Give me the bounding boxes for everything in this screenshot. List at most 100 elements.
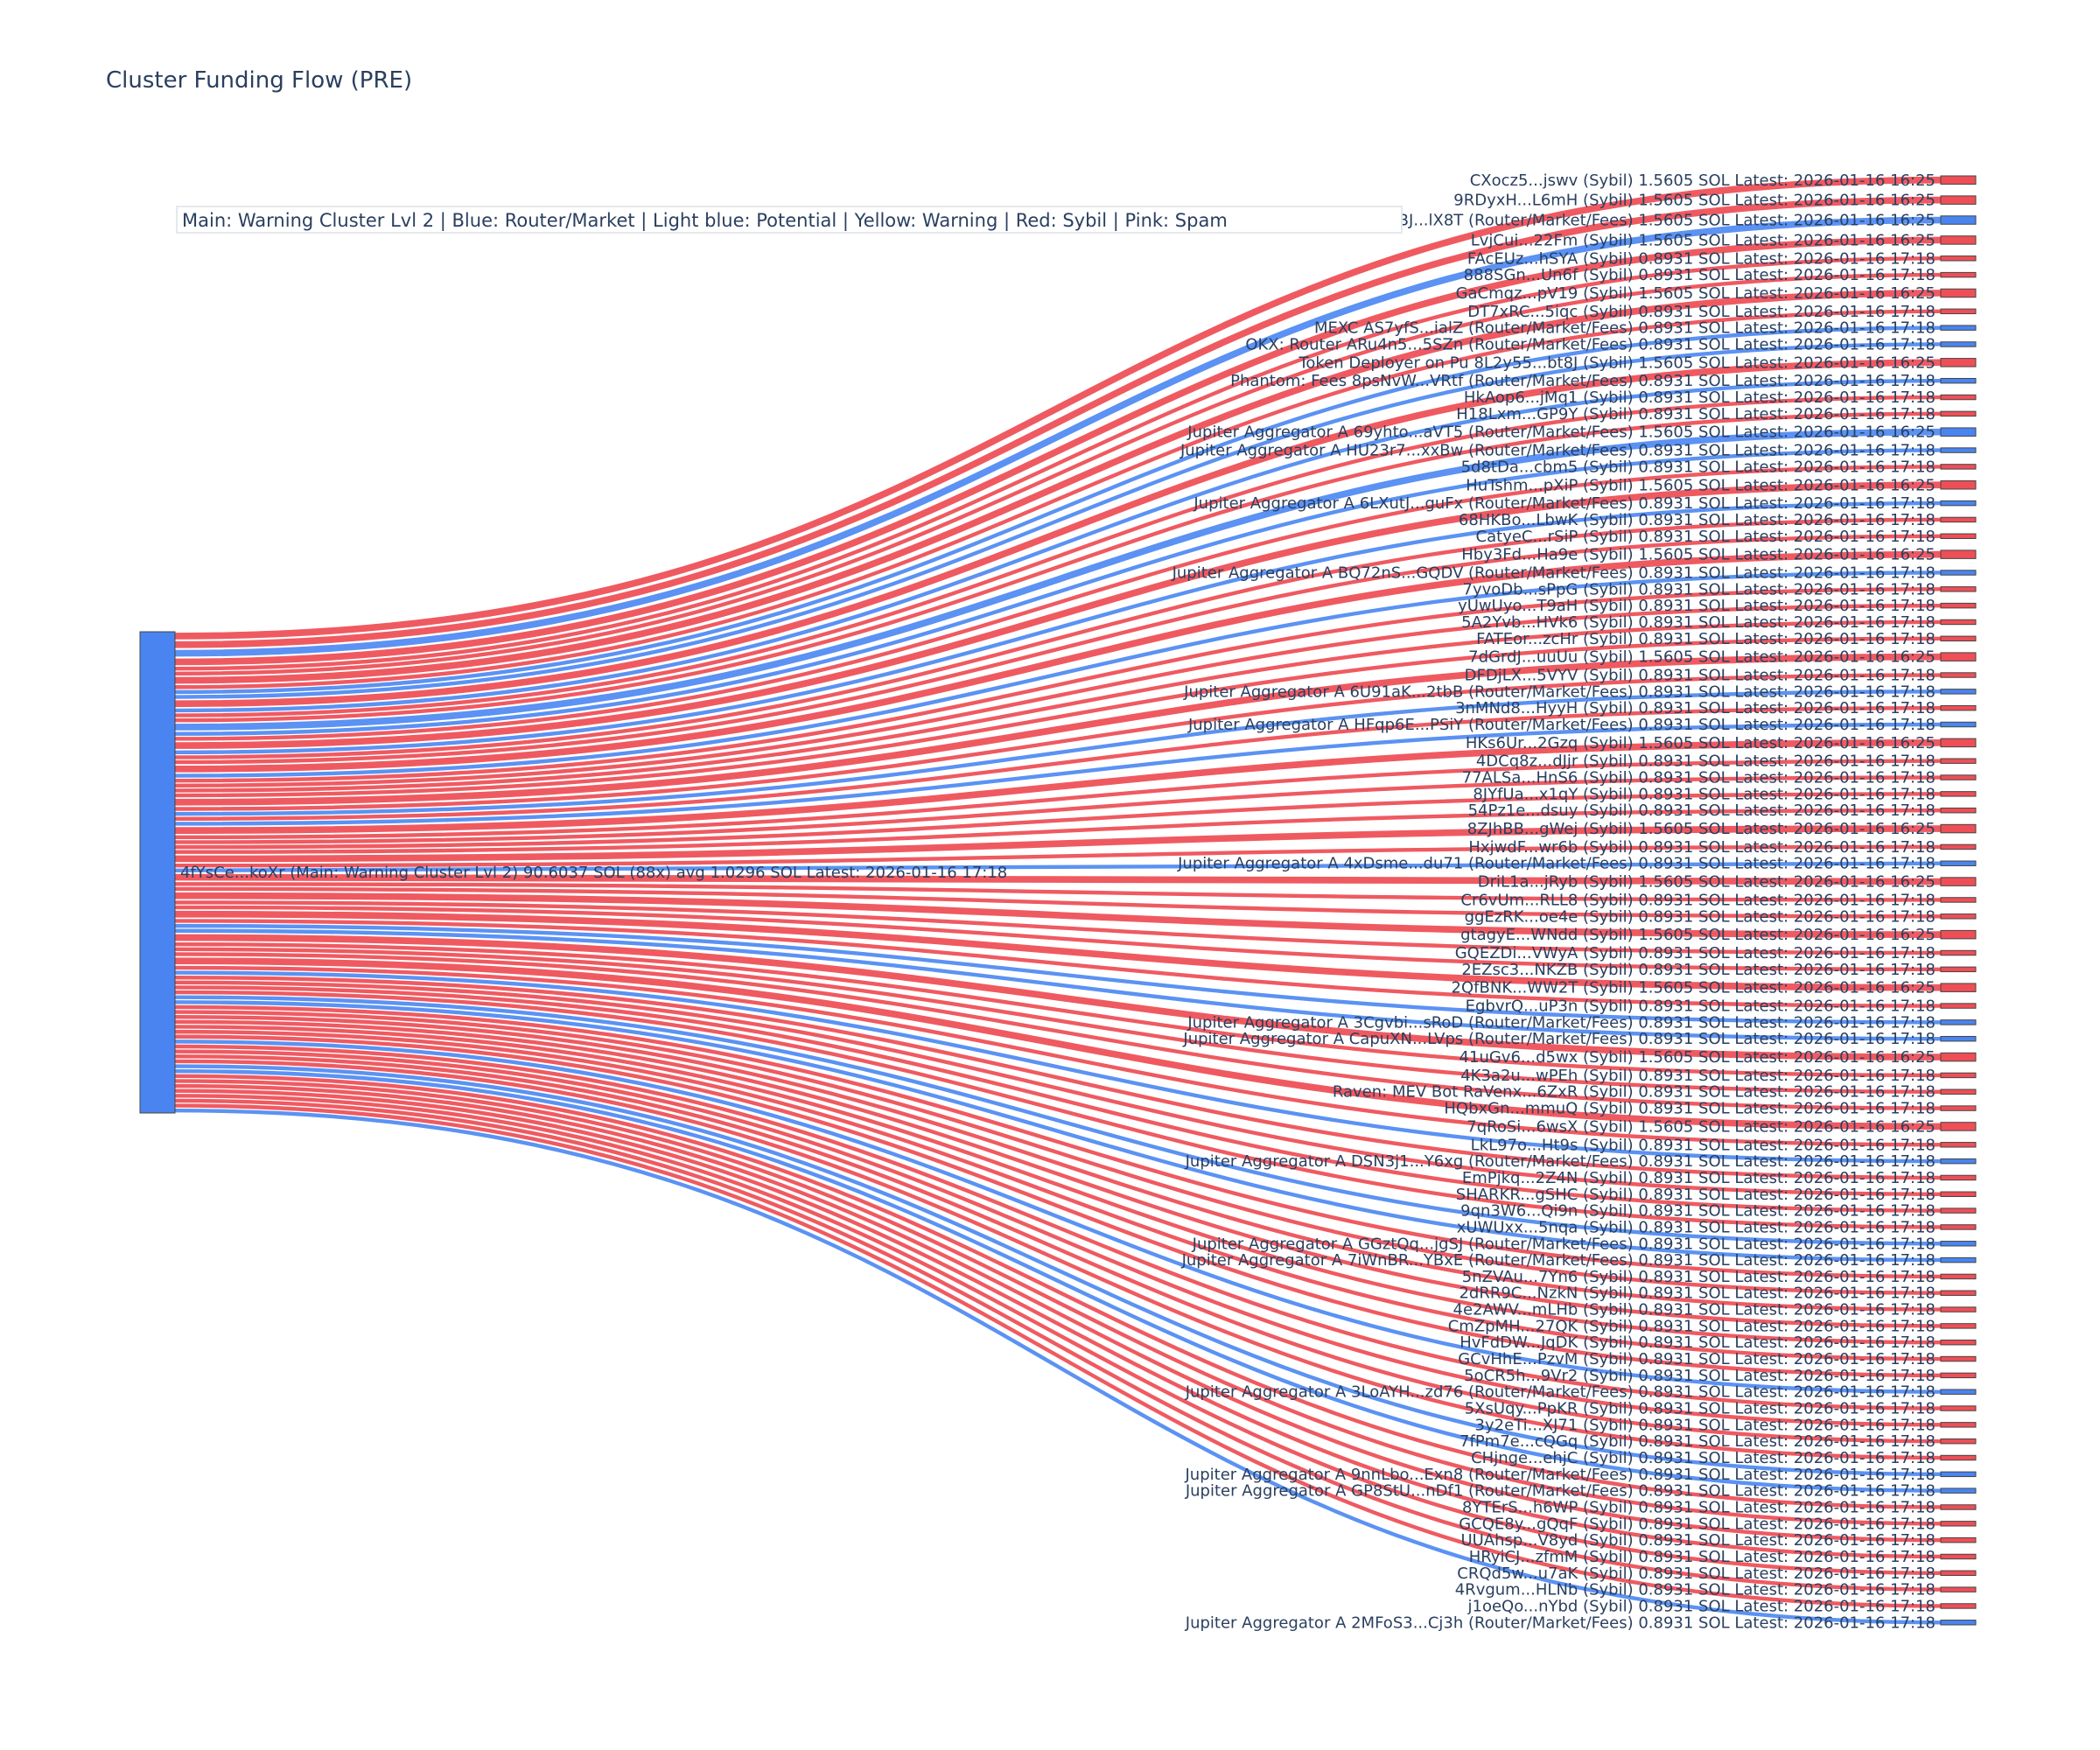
target-node-sybil[interactable] xyxy=(1940,1105,1977,1111)
flow-link-router[interactable] xyxy=(174,1040,1942,1394)
flow-link-sybil[interactable] xyxy=(174,900,1942,956)
target-node-sybil[interactable] xyxy=(1940,791,1977,797)
target-node-sybil[interactable] xyxy=(1940,586,1977,592)
target-node-router[interactable] xyxy=(1940,1256,1977,1264)
target-node-router[interactable] xyxy=(1940,721,1977,728)
flow-link-sybil[interactable] xyxy=(174,1010,1942,1295)
flow-link-router[interactable] xyxy=(174,690,1942,816)
target-node-sybil[interactable] xyxy=(1940,464,1977,470)
flow-link-sybil[interactable] xyxy=(174,825,1942,863)
flow-link-sybil[interactable] xyxy=(174,1019,1942,1328)
flow-link-sybil[interactable] xyxy=(174,1054,1942,1444)
target-node-sybil[interactable] xyxy=(1940,1570,1977,1577)
target-node-sybil[interactable] xyxy=(1940,410,1977,417)
target-node-sybil[interactable] xyxy=(1940,844,1977,850)
flow-link-sybil[interactable] xyxy=(174,1015,1942,1312)
target-node-router[interactable] xyxy=(1940,1471,1977,1478)
flow-link-sybil[interactable] xyxy=(174,947,1942,1094)
flow-link-sybil[interactable] xyxy=(174,587,1942,783)
flow-link-router[interactable] xyxy=(174,570,1942,778)
flow-link-sybil[interactable] xyxy=(174,1079,1942,1526)
flow-link-router[interactable] xyxy=(174,1108,1942,1625)
flow-link-sybil[interactable] xyxy=(174,976,1942,1180)
target-node-sybil[interactable] xyxy=(1940,533,1977,539)
flow-link-sybil[interactable] xyxy=(174,1029,1942,1362)
target-node-sybil[interactable] xyxy=(1940,1454,1977,1461)
flow-link-sybil[interactable] xyxy=(174,1088,1942,1559)
flow-link-sybil[interactable] xyxy=(174,808,1942,854)
flow-link-sybil[interactable] xyxy=(174,1083,1942,1543)
flow-link-sybil[interactable] xyxy=(174,905,1942,972)
flow-link-sybil[interactable] xyxy=(174,256,1942,671)
target-node-router[interactable] xyxy=(1940,377,1977,384)
flow-link-sybil[interactable] xyxy=(174,965,1942,1147)
target-node-router[interactable] xyxy=(1940,1158,1977,1165)
flow-link-sybil[interactable] xyxy=(174,309,1942,690)
flow-link-sybil[interactable] xyxy=(174,272,1942,676)
flow-link-router[interactable] xyxy=(174,995,1942,1246)
target-node-router[interactable] xyxy=(1940,427,1977,437)
flow-link-sybil[interactable] xyxy=(174,919,1942,1008)
flow-link-sybil[interactable] xyxy=(174,1025,1942,1345)
flow-link-router[interactable] xyxy=(174,448,1942,736)
target-node-router[interactable] xyxy=(1940,215,1977,225)
target-node-sybil[interactable] xyxy=(1940,394,1977,401)
flow-link-sybil[interactable] xyxy=(174,481,1942,749)
target-node-router[interactable] xyxy=(1940,341,1977,347)
target-node-router[interactable] xyxy=(1940,1620,1977,1626)
target-node-sybil[interactable] xyxy=(1940,516,1977,523)
target-node-sybil[interactable] xyxy=(1940,877,1977,886)
flow-link-sybil[interactable] xyxy=(174,517,1942,760)
flow-link-sybil[interactable] xyxy=(174,990,1942,1229)
target-node-sybil[interactable] xyxy=(1940,1290,1977,1296)
flow-link-sybil[interactable] xyxy=(174,1094,1942,1575)
flow-link-router[interactable] xyxy=(174,923,1942,1025)
target-node-sybil[interactable] xyxy=(1940,308,1977,315)
flow-link-router[interactable] xyxy=(174,1064,1942,1477)
flow-link-sybil[interactable] xyxy=(174,359,1942,708)
flow-link-router[interactable] xyxy=(174,428,1942,731)
target-node-sybil[interactable] xyxy=(1940,807,1977,814)
flow-link-router[interactable] xyxy=(174,1000,1942,1263)
target-node-sybil[interactable] xyxy=(1940,288,1977,298)
flow-link-router[interactable] xyxy=(174,342,1942,699)
target-node-sybil[interactable] xyxy=(1940,1306,1977,1312)
flow-link-router[interactable] xyxy=(174,216,1942,657)
target-node-sybil[interactable] xyxy=(1940,1422,1977,1428)
target-node-sybil[interactable] xyxy=(1940,823,1977,834)
target-node-sybil[interactable] xyxy=(1940,235,1977,245)
flow-link-router[interactable] xyxy=(174,379,1942,713)
flow-link-sybil[interactable] xyxy=(174,534,1942,765)
flow-link-sybil[interactable] xyxy=(174,882,1942,902)
target-node-sybil[interactable] xyxy=(1940,1273,1977,1280)
target-node-sybil[interactable] xyxy=(1940,966,1977,973)
target-node-sybil[interactable] xyxy=(1940,1586,1977,1592)
target-node-sybil[interactable] xyxy=(1940,1072,1977,1079)
target-node-sybil[interactable] xyxy=(1940,195,1977,205)
flow-link-sybil[interactable] xyxy=(174,653,1942,806)
flow-link-sybil[interactable] xyxy=(174,465,1942,741)
flow-link-sybil[interactable] xyxy=(174,957,1942,1130)
target-node-sybil[interactable] xyxy=(1940,704,1977,711)
target-node-router[interactable] xyxy=(1940,1035,1977,1042)
flow-link-router[interactable] xyxy=(174,326,1942,695)
flow-link-sybil[interactable] xyxy=(174,673,1942,811)
flow-link-sybil[interactable] xyxy=(174,873,1942,886)
flow-link-sybil[interactable] xyxy=(174,1004,1942,1279)
flow-link-sybil[interactable] xyxy=(174,910,1942,991)
target-node-sybil[interactable] xyxy=(1940,1208,1977,1214)
flow-link-sybil[interactable] xyxy=(174,1103,1942,1608)
flow-link-sybil[interactable] xyxy=(174,1098,1942,1592)
flow-link-sybil[interactable] xyxy=(174,1059,1942,1460)
flow-link-sybil[interactable] xyxy=(174,395,1942,718)
flow-link-sybil[interactable] xyxy=(174,636,1942,798)
source-node[interactable] xyxy=(139,631,176,1114)
target-node-sybil[interactable] xyxy=(1940,602,1977,609)
target-node-sybil[interactable] xyxy=(1940,1224,1977,1230)
flow-link-sybil[interactable] xyxy=(174,176,1942,640)
flow-link-sybil[interactable] xyxy=(174,942,1942,1078)
target-node-sybil[interactable] xyxy=(1940,1521,1977,1527)
target-node-sybil[interactable] xyxy=(1940,619,1977,626)
flow-link-sybil[interactable] xyxy=(174,980,1942,1196)
flow-link-router[interactable] xyxy=(174,970,1942,1164)
